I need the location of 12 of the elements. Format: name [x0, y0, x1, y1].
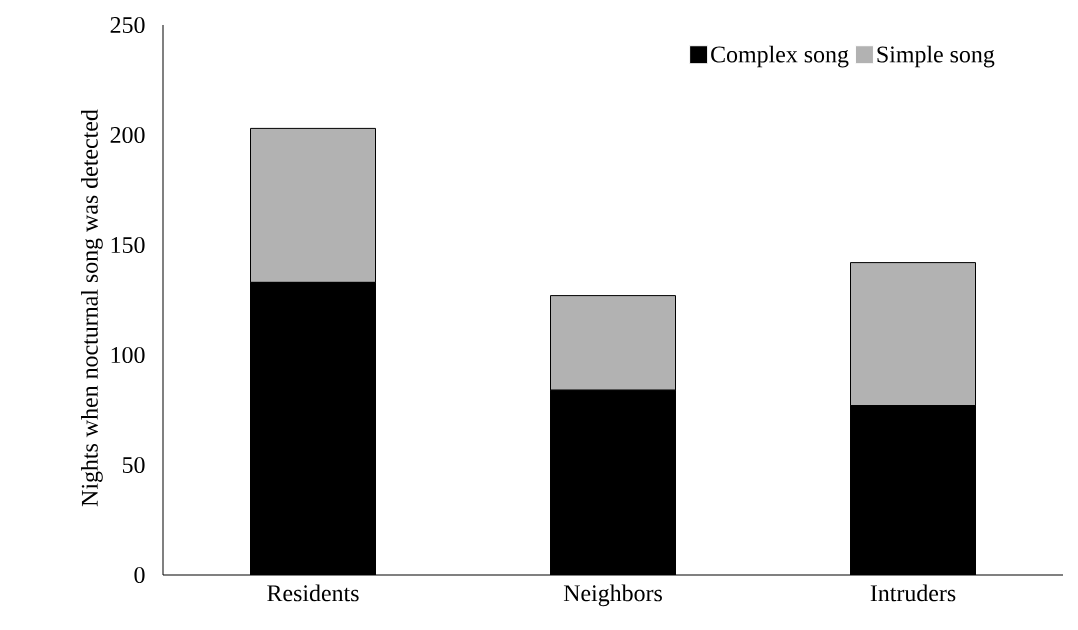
- y-tick-label: 50: [122, 456, 145, 474]
- y-tick-label: 150: [111, 236, 145, 254]
- y-tick-label: 250: [110, 16, 145, 34]
- y-tick-label: 0: [134, 566, 145, 584]
- y-tick-label: 100: [111, 346, 145, 364]
- y-tick-label: 200: [110, 126, 145, 144]
- legend-label: Simple song: [877, 45, 995, 68]
- x-tick-label: Residents: [267, 584, 359, 602]
- y-axis-title: Nights when nocturnal song was detected: [81, 109, 103, 507]
- legend-label: Complex song: [711, 45, 849, 68]
- x-tick-label: Intruders: [870, 584, 956, 602]
- x-tick-label: Neighbors: [563, 584, 662, 607]
